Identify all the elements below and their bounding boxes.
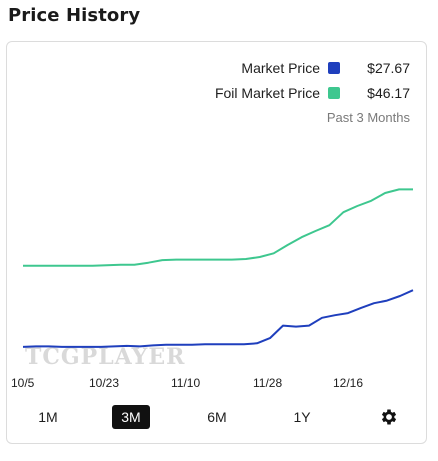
x-tick-label: 11/28 [253,376,282,390]
legend-foil-market-price: Foil Market Price $46.17 [215,85,410,101]
range-button-3m[interactable]: 3M [112,405,150,429]
range-button-1m[interactable]: 1M [38,409,58,425]
gear-icon[interactable] [379,407,399,427]
x-tick-label: 10/23 [89,376,119,390]
legend-market-price: Market Price $27.67 [241,60,410,76]
legend-label: Foil Market Price [214,85,320,101]
x-tick-label: 11/10 [171,376,200,390]
watermark-text: TCGPLAYER [25,344,185,370]
legend-swatch-foil-market-price [328,87,340,99]
range-button-1y[interactable]: 1Y [293,409,311,425]
legend-value: $27.67 [367,60,410,76]
price-history-card: Market Price $27.67 Foil Market Price $4… [6,41,427,444]
range-selector: 1M 3M 6M 1Y [7,402,426,432]
page-title: Price History [8,5,141,26]
x-tick-label: 12/16 [333,376,363,390]
range-label: Past 3 Months [326,110,410,125]
series-line-foil-market-price [23,188,413,267]
x-tick-label: 10/5 [11,376,35,390]
price-chart: TCGPLAYER 10/5 10/23 11/10 11/28 12/16 [11,188,414,390]
range-button-6m[interactable]: 6M [207,409,227,425]
series-line-market-price [22,289,414,348]
legend-value: $46.17 [367,85,410,101]
legend-swatch-market-price [328,62,340,74]
legend-label: Market Price [241,60,320,76]
